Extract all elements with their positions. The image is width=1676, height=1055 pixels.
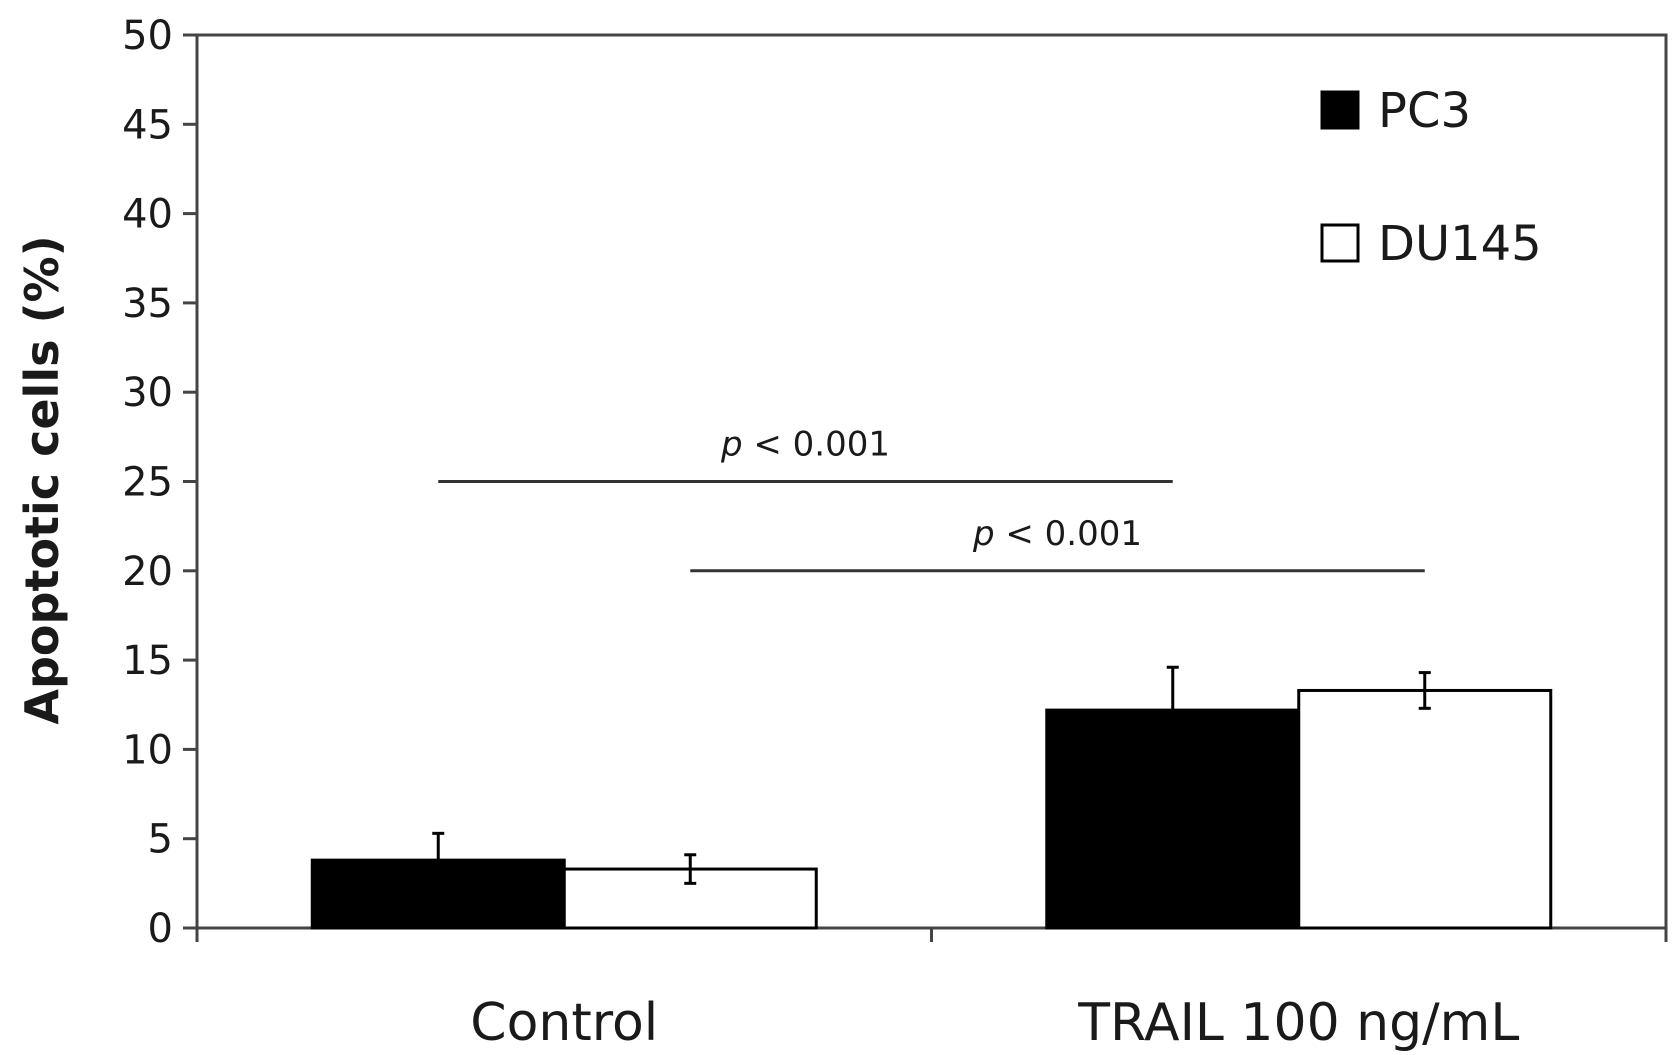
y-tick-label: 25 [122,460,173,506]
legend-label: DU145 [1378,216,1542,272]
y-axis-label: Apoptotic cells (%) [15,235,69,724]
legend-swatch [1320,90,1360,130]
legend-item-du145: DU145 [1320,216,1542,272]
x-tick-label: TRAIL 100 ng/mL [1077,993,1519,1053]
bars [310,665,1553,930]
y-tick-label: 45 [122,102,173,148]
significance-bracket-1: p < 0.001 [690,514,1425,573]
p-symbol: p [972,514,995,554]
y-tick-label: 40 [122,192,173,238]
legend: PC3 DU145 [1320,83,1542,272]
bar-du145-1 [1297,688,1553,930]
p-symbol: p [720,425,743,465]
legend-item-pc3: PC3 [1320,83,1471,139]
p-value: < 0.001 [995,514,1142,554]
error-bar-pc3-0 [432,831,445,889]
y-tick-label: 10 [122,727,173,773]
y-tick-label: 50 [122,13,173,59]
x-tick-label: Control [470,993,658,1053]
y-tick-label: 0 [148,906,173,952]
p-value: < 0.001 [743,425,890,465]
y-tick-label: 15 [122,638,173,684]
error-bar-du145-0 [684,853,697,885]
legend-swatch [1320,223,1360,263]
error-bar-du145-1 [1418,671,1431,710]
y-tick-label: 20 [122,549,173,595]
axes: 0 5 10 15 20 25 30 35 40 45 50 Control TRAIL 100 ng/… [122,13,1668,1053]
y-tick-label: 30 [122,370,173,416]
legend-label: PC3 [1378,83,1471,139]
significance-label: p < 0.001 [972,514,1142,554]
y-tick-label: 35 [122,281,173,327]
significance-bracket-0: p < 0.001 [438,425,1173,483]
significance-label: p < 0.001 [720,425,890,465]
y-tick-label: 5 [148,817,173,863]
error-bar-pc3-1 [1166,665,1179,755]
